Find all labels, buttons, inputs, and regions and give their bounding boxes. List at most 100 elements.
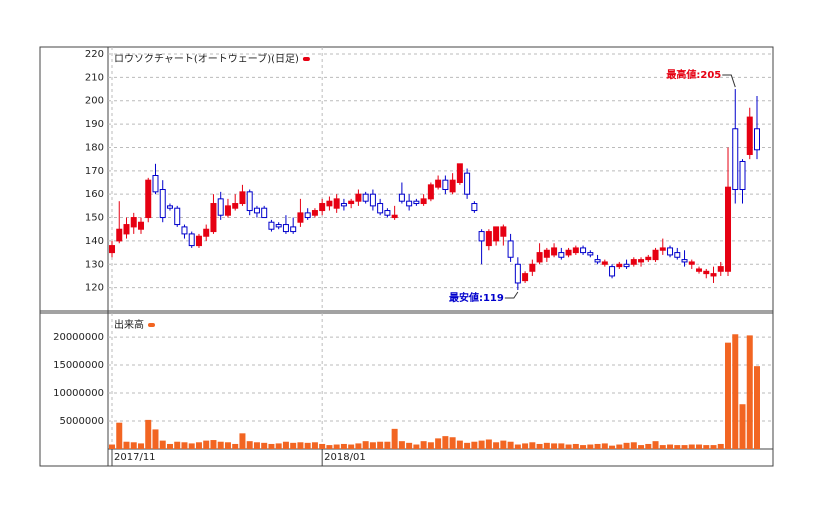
volume-bar: [667, 444, 674, 449]
volume-bar: [717, 443, 724, 449]
candle-body: [565, 249, 572, 256]
volume-bar: [217, 441, 224, 449]
volume-bar: [594, 443, 601, 449]
y-tick-label: 20000000: [53, 332, 104, 343]
volume-bar: [174, 441, 181, 449]
candle-body: [116, 228, 123, 242]
volume-bar: [188, 443, 195, 449]
candle-body: [369, 193, 376, 207]
candle-body: [413, 200, 420, 205]
volume-bar: [355, 443, 362, 449]
y-tick-label: 15000000: [53, 360, 104, 371]
volume-bar: [543, 442, 550, 449]
candle-body: [384, 210, 391, 216]
volume-bar: [659, 445, 666, 449]
candle-body: [536, 252, 543, 263]
volume-bar: [522, 443, 529, 449]
volume-bar: [398, 441, 405, 449]
candle-body: [123, 224, 130, 235]
volume-bar: [275, 443, 282, 449]
candle-body: [529, 263, 536, 272]
volume-bar: [739, 404, 746, 449]
candle-body: [195, 235, 202, 247]
volume-bar: [449, 437, 456, 449]
candle-body: [109, 245, 115, 254]
annotation: 最安値:119: [449, 291, 504, 304]
candle-body: [739, 160, 746, 191]
volume-bar: [391, 428, 398, 449]
candle-body: [239, 191, 246, 205]
candle-body: [493, 226, 500, 242]
candle-body: [645, 256, 652, 261]
volume-bar: [725, 342, 732, 449]
candle-body: [297, 212, 304, 223]
volume-bar: [297, 442, 304, 449]
volume-bar: [710, 445, 717, 449]
candle-body: [587, 252, 594, 256]
volume-bar: [500, 440, 507, 449]
candle-body: [203, 228, 210, 237]
candle-body: [449, 179, 456, 193]
volume-bar: [203, 440, 210, 449]
volume-bar: [145, 419, 152, 449]
candle-body: [398, 193, 405, 202]
candle-body: [725, 186, 732, 272]
volume-bar: [630, 442, 637, 449]
y-tick-label: 5000000: [59, 416, 104, 427]
volume-bar: [681, 445, 688, 449]
volume-bar: [435, 438, 442, 449]
y-tick-label: 200: [85, 96, 104, 107]
volume-bar: [645, 443, 652, 449]
candle-body: [514, 263, 521, 284]
candle-body: [543, 249, 550, 258]
candle-body: [609, 266, 616, 277]
volume-bar: [536, 443, 543, 449]
volume-bar: [406, 442, 413, 449]
candle-body: [333, 198, 340, 209]
volume-bar: [587, 444, 594, 449]
candle-body: [485, 231, 492, 247]
volume-bar: [688, 444, 695, 449]
candle-body: [456, 163, 463, 184]
candle-body: [674, 252, 681, 258]
y-tick-label: 180: [85, 142, 104, 153]
candle-body: [551, 247, 558, 256]
candle-body: [377, 203, 384, 214]
volume-bar: [609, 445, 616, 449]
candle-body: [362, 193, 369, 202]
candle-body: [478, 231, 485, 242]
candle-body: [166, 205, 173, 209]
volume-bar: [565, 444, 572, 449]
volume-bar: [616, 444, 623, 449]
candle-body: [638, 259, 645, 263]
legend-swatch: [302, 57, 310, 61]
volume-bar: [471, 441, 478, 449]
candle-body: [659, 247, 666, 251]
candle-body: [464, 172, 471, 195]
legend-swatch: [148, 323, 155, 327]
candle-body: [710, 273, 717, 277]
candle-body: [311, 210, 318, 216]
volume-bar: [580, 445, 587, 449]
volume-bar: [456, 440, 463, 449]
volume-bar: [304, 442, 311, 449]
volume-bar: [558, 443, 565, 449]
volume-bar: [123, 441, 130, 449]
x-tick-label: 2018/01: [324, 452, 366, 463]
volume-bar: [116, 422, 123, 449]
volume-bar: [384, 441, 391, 449]
volume-bar: [601, 443, 608, 449]
candle-body: [703, 270, 710, 275]
candle-body: [688, 261, 695, 265]
candle-body: [623, 263, 630, 268]
candle-body: [572, 247, 579, 254]
candle-body: [420, 198, 427, 205]
volume-bar: [224, 442, 231, 449]
volume-bar: [674, 445, 681, 449]
candle-body: [507, 240, 514, 258]
volume-bar: [754, 366, 760, 449]
candle-body: [326, 200, 333, 207]
volume-bar: [623, 442, 630, 449]
